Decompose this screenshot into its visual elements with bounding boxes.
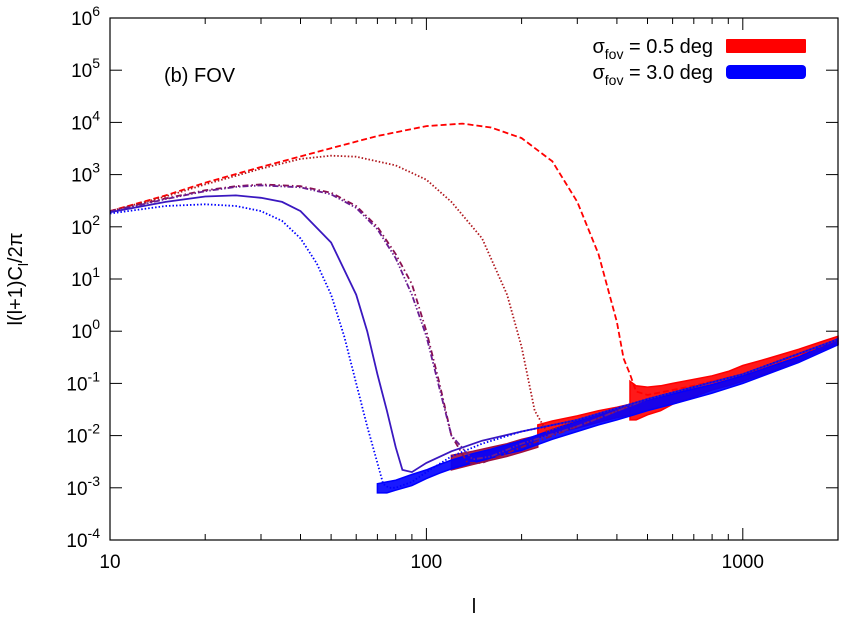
y-tick-label: 101 bbox=[71, 264, 100, 291]
y-tick-label: 100 bbox=[71, 316, 100, 343]
y-tick-label: 102 bbox=[71, 212, 100, 239]
y-tick-label: 104 bbox=[71, 107, 100, 134]
x-tick-label: 10 bbox=[99, 552, 120, 573]
x-tick-label: 100 bbox=[411, 552, 443, 573]
tick-labels: 10 100 1000 10-4 10-3 10-2 10-1 100 101 102 103 104… bbox=[66, 3, 764, 573]
legend-label-2: σfov = 3.0 deg bbox=[592, 62, 713, 88]
axis-ticks bbox=[109, 17, 839, 541]
y-axis-label: l(l+1)Cl/2π bbox=[5, 232, 31, 325]
series-line-5 bbox=[109, 194, 839, 474]
series-line-1 bbox=[109, 122, 839, 396]
y-tick-label: 10-1 bbox=[66, 368, 100, 395]
y-tick-label: 10-3 bbox=[66, 473, 100, 500]
series-line-2 bbox=[109, 154, 839, 433]
noise-bands bbox=[376, 335, 839, 494]
y-tick-label: 106 bbox=[71, 3, 100, 30]
legend-swatch-2 bbox=[726, 65, 806, 79]
legend-label-1: σfov = 0.5 deg bbox=[592, 36, 713, 62]
y-tick-label: 103 bbox=[71, 160, 100, 187]
y-tick-label: 10-4 bbox=[66, 525, 100, 552]
series-lines bbox=[109, 122, 839, 489]
series-line-6 bbox=[109, 203, 839, 489]
series-line-3 bbox=[109, 183, 839, 464]
legend-swatch-1 bbox=[726, 39, 806, 53]
y-tick-label: 10-2 bbox=[66, 421, 100, 448]
y-tick-label: 105 bbox=[71, 55, 100, 82]
series-line-4 bbox=[109, 184, 839, 461]
x-axis-label: l bbox=[472, 596, 476, 618]
x-tick-label: 1000 bbox=[722, 552, 764, 573]
panel-annotation: (b) FOV bbox=[164, 65, 236, 87]
